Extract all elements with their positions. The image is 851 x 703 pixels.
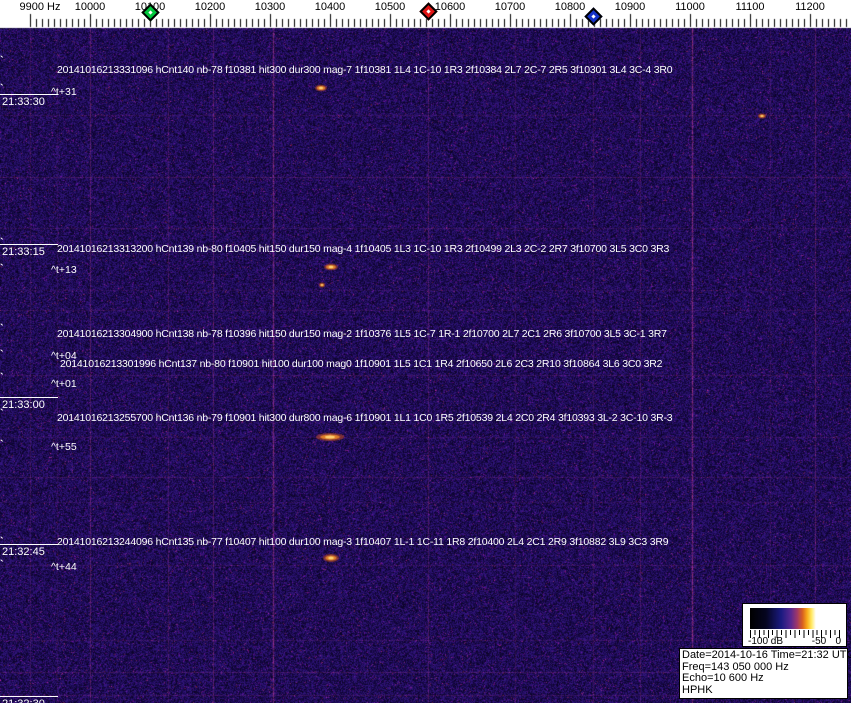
- event-log-line: 20141016213304900 hCnt138 nb-78 f10396 h…: [57, 328, 667, 340]
- ruler-label: 11000: [675, 1, 705, 13]
- edge-tick-mark: `: [0, 86, 4, 92]
- info-line: Echo=10 600 Hz: [682, 673, 845, 685]
- legend-label-mid: -50: [812, 636, 826, 647]
- info-line: Date=2014-10-16 Time=21:32 UTC: [682, 650, 845, 662]
- intensity-legend: -100 dB -50 0: [742, 603, 847, 647]
- event-log-line: 20141016213244096 hCnt135 nb-77 f10407 h…: [57, 536, 668, 548]
- info-line: HPHK: [682, 685, 845, 697]
- info-box: Date=2014-10-16 Time=21:32 UTC Freq=143 0…: [679, 648, 848, 699]
- edge-tick-mark: `: [0, 411, 4, 417]
- event-time-offset: ^t+01: [51, 378, 77, 390]
- time-label: 21:32:30: [0, 696, 58, 703]
- ruler-label: 10300: [255, 1, 286, 13]
- marker-center-dot: [148, 10, 152, 14]
- event-time-offset: ^t+44: [51, 561, 77, 573]
- time-label: 21:33:30: [0, 94, 58, 108]
- edge-tick-mark: `: [0, 352, 4, 358]
- time-label: 21:33:00: [0, 397, 58, 411]
- ruler-label: 10900: [615, 1, 646, 13]
- edge-tick-mark: `: [0, 240, 4, 246]
- edge-tick-mark: `: [0, 266, 4, 272]
- legend-label-min: -100 dB: [748, 636, 783, 647]
- event-time-offset: ^t+31: [51, 86, 77, 98]
- spectrogram-canvas: [0, 0, 851, 703]
- ruler-label: 11200: [795, 1, 825, 13]
- legend-label-max: 0: [835, 636, 841, 647]
- ruler-label: 10200: [195, 1, 226, 13]
- edge-tick-mark: `: [0, 326, 4, 332]
- ruler-label: 10800: [555, 1, 586, 13]
- event-log-line: 20141016213313200 hCnt139 nb-80 f10405 h…: [57, 243, 669, 255]
- marker-center-dot: [426, 9, 430, 13]
- ruler-label: 10500: [375, 1, 406, 13]
- meteor-spectrogram-window: 9900 Hz100001010010200103001040010500106…: [0, 0, 851, 703]
- event-log-line: 20141016213301996 hCnt137 nb-80 f10901 h…: [60, 358, 662, 370]
- time-label: 21:32:45: [0, 544, 58, 558]
- ruler-label: 10400: [315, 1, 346, 13]
- event-log-line: 20141016213331096 hCnt140 nb-78 f10381 h…: [57, 64, 672, 76]
- event-log-line: 20141016213255700 hCnt136 nb-79 f10901 h…: [57, 412, 672, 424]
- edge-tick-mark: `: [0, 58, 4, 64]
- ruler-label: 10700: [495, 1, 526, 13]
- marker-center-dot: [591, 14, 595, 18]
- ruler-label: 11100: [736, 1, 765, 13]
- edge-tick-mark: `: [0, 442, 4, 448]
- edge-tick-mark: `: [0, 375, 4, 381]
- event-time-offset: ^t+55: [51, 441, 77, 453]
- time-label: 21:33:15: [0, 244, 58, 258]
- event-time-offset: ^t+13: [51, 264, 77, 276]
- edge-tick-mark: `: [0, 539, 4, 545]
- ruler-label: 10000: [75, 1, 106, 13]
- ruler-label: 10600: [435, 1, 466, 13]
- legend-gradient-bar: [750, 608, 839, 629]
- edge-tick-mark: `: [0, 562, 4, 568]
- ruler-label: 9900 Hz: [20, 1, 61, 13]
